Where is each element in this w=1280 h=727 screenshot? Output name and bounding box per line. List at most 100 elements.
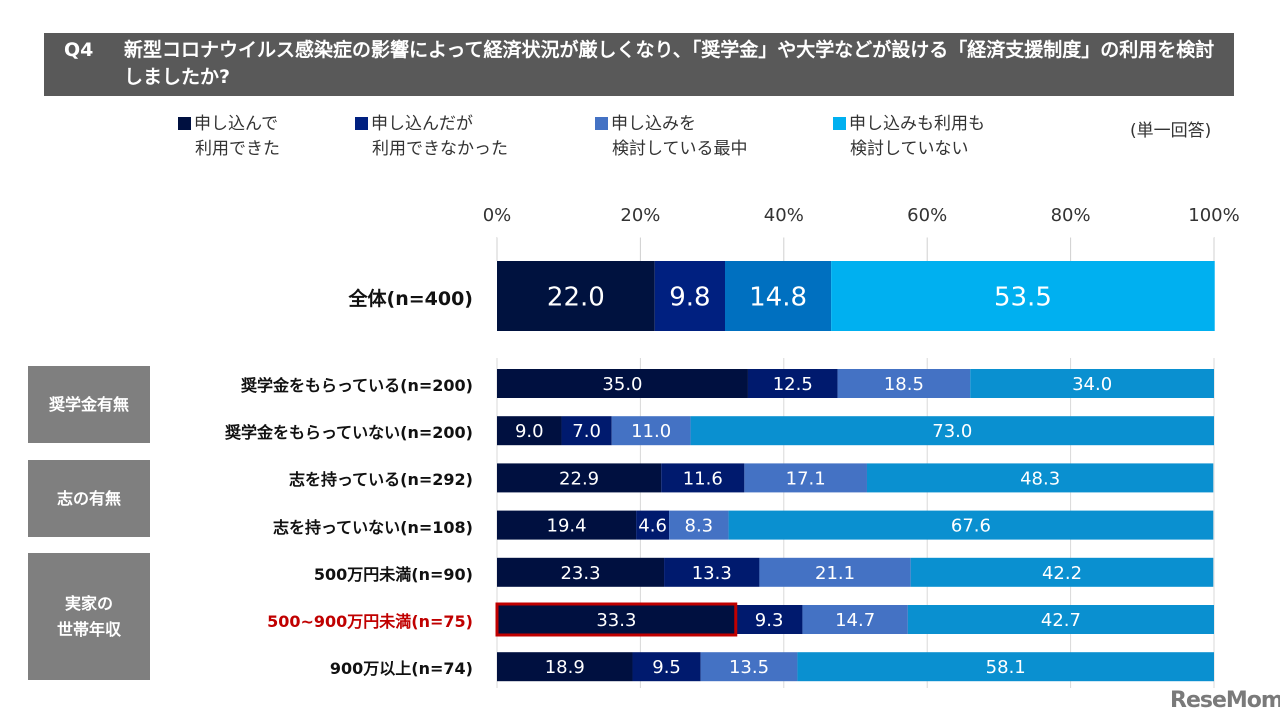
row-bar-segment [497, 557, 665, 587]
data-label: 42.7 [1041, 610, 1081, 631]
row-bar-segment [735, 605, 803, 634]
legend-line2: 検討している最中 [612, 139, 748, 159]
row-label: 900万以上(n=74) [329, 659, 473, 679]
row-bar-segment [700, 652, 798, 682]
resemom-logo: ReseMom [1170, 688, 1280, 713]
group-label: 実家の 世帯年収 [28, 553, 150, 680]
row-bar-segment [632, 652, 701, 682]
data-label: 21.1 [815, 563, 855, 584]
legend-item: 申し込んで利用できた [178, 112, 280, 162]
data-label: 17.1 [786, 468, 826, 489]
row-bar-segment [561, 416, 612, 446]
x-tick-label: 60% [907, 205, 948, 226]
answer-type-note: (単一回答) [1130, 121, 1212, 141]
row-bar-segment [669, 510, 729, 540]
data-label: 13.5 [729, 657, 769, 678]
data-label: 22.0 [547, 282, 605, 312]
row-bar-segment [611, 416, 691, 446]
data-label: 42.2 [1042, 563, 1082, 584]
legend-item: 申し込んだが利用できなかった [355, 112, 508, 162]
row-label: 500万円未満(n=90) [313, 564, 473, 584]
data-label: 4.6 [638, 516, 667, 537]
legend-line2: 利用できた [195, 139, 280, 159]
row-label: 奨学金をもらっていない(n=200) [224, 423, 473, 443]
row-label: 500~900万円未満(n=75) [267, 612, 473, 631]
group-label: 志の有無 [28, 460, 150, 537]
row-bar-segment [747, 369, 838, 398]
highlight-box [495, 602, 738, 637]
overall-bar-segment [497, 261, 655, 331]
legend-line2: 利用できなかった [372, 139, 508, 159]
overall-bar-segment [725, 261, 832, 331]
legend-line1: 申し込みも利用も [849, 114, 985, 134]
legend-swatch [595, 117, 608, 130]
row-bar-segment [866, 463, 1214, 493]
data-label: 14.8 [749, 282, 807, 312]
question-text: 新型コロナウイルス感染症の影響によって経済状況が厳しくなり、「奨学金」や大学など… [124, 39, 1215, 88]
legend-item: 申し込みを検討している最中 [595, 112, 748, 162]
data-label: 9.8 [669, 282, 710, 312]
row-bar-segment [802, 605, 908, 634]
data-label: 48.3 [1020, 468, 1060, 489]
row-bar-segment [497, 369, 748, 398]
row-bar-segment [970, 369, 1214, 398]
question-number: Q4 [64, 39, 94, 61]
data-label: 8.3 [685, 516, 714, 537]
x-tick-label: 0% [482, 205, 512, 226]
data-label: 14.7 [835, 610, 875, 631]
question-title: Q4 新型コロナウイルス感染症の影響によって経済状況が厳しくなり、「奨学金」や大… [44, 33, 1234, 96]
overall-bar-segment [831, 261, 1215, 331]
data-label: 9.0 [515, 421, 544, 442]
row-bar-segment [636, 510, 670, 540]
legend-swatch [178, 117, 191, 130]
data-label: 18.9 [545, 657, 585, 678]
x-tick-label: 40% [763, 205, 804, 226]
row-bar-segment [497, 605, 736, 634]
row-bar-segment [664, 557, 760, 587]
legend-swatch [833, 117, 846, 130]
row-bar-segment [497, 416, 562, 446]
data-label: 22.9 [559, 468, 599, 489]
legend-item: 申し込みも利用も 検討していない [833, 112, 985, 162]
data-label: 34.0 [1072, 374, 1112, 395]
overall-bar-segment [654, 261, 726, 331]
data-label: 9.5 [652, 657, 681, 678]
data-label: 35.0 [602, 374, 642, 395]
data-label: 13.3 [692, 563, 732, 584]
row-label: 志を持っている(n=292) [288, 470, 473, 490]
row-bar-segment [728, 510, 1214, 540]
overall-label: 全体(n=400) [348, 288, 473, 310]
data-label: 7.0 [572, 421, 601, 442]
data-label: 33.3 [596, 610, 636, 631]
row-label: 奨学金をもらっている(n=200) [240, 376, 473, 395]
legend-line1: 申し込みを [611, 114, 696, 134]
row-bar-segment [837, 369, 971, 398]
data-label: 12.5 [773, 374, 813, 395]
x-tick-label: 100% [1188, 205, 1240, 226]
group-label: 奨学金有無 [28, 366, 150, 443]
data-label: 11.0 [631, 421, 671, 442]
data-label: 18.5 [884, 374, 924, 395]
legend-line1: 申し込んだが [371, 114, 473, 134]
legend-line2: 検討していない [850, 139, 969, 159]
legend-swatch [355, 117, 368, 130]
row-bar-segment [497, 652, 633, 682]
row-bar-segment [661, 463, 745, 493]
x-tick-label: 80% [1050, 205, 1091, 226]
data-label: 11.6 [683, 468, 723, 489]
data-label: 58.1 [986, 657, 1026, 678]
data-label: 67.6 [951, 516, 991, 537]
data-label: 19.4 [547, 516, 587, 537]
row-label: 志を持っていない(n=108) [272, 517, 473, 537]
row-bar-segment [690, 416, 1214, 446]
row-bar-segment [910, 557, 1214, 587]
data-label: 9.3 [755, 610, 784, 631]
x-tick-label: 20% [620, 205, 661, 226]
legend-line1: 申し込んで [194, 114, 279, 134]
data-label: 53.5 [994, 282, 1052, 312]
row-bar-segment [759, 557, 911, 587]
row-bar-segment [797, 652, 1214, 682]
row-bar-segment [497, 463, 662, 493]
row-bar-segment [744, 463, 867, 493]
data-label: 73.0 [932, 421, 972, 442]
